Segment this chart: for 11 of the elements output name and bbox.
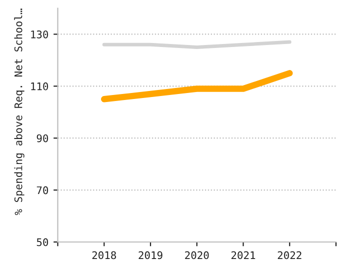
x-tick-label: 2019	[138, 251, 162, 260]
y-axis-title: % Spending above Req. Net School…	[14, 8, 24, 216]
y-tick-label: 50	[36, 238, 48, 246]
x-tick-label: 2020	[185, 251, 209, 260]
y-tick-label: 110	[31, 82, 48, 90]
y-tick-label: 70	[36, 186, 48, 194]
y-tick-label: 90	[36, 134, 48, 142]
y-tick-label: 130	[31, 30, 48, 38]
x-tick-label: 2021	[231, 251, 256, 260]
x-tick-label: 2018	[92, 251, 116, 260]
x-tick-label: 2022	[278, 251, 302, 260]
